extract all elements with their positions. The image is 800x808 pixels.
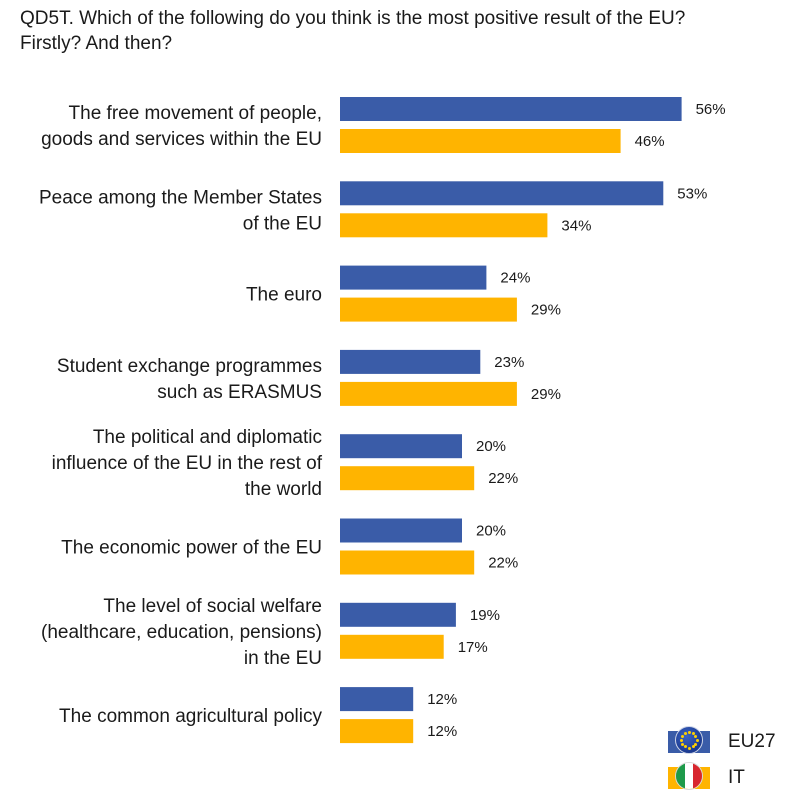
value-label-it: 46%	[635, 133, 665, 150]
eu-flag-icon	[668, 726, 710, 754]
category-label: The euro	[246, 285, 322, 306]
bar-it	[340, 297, 517, 322]
category-group: Student exchange programmes such as ERASM…	[57, 349, 561, 406]
category-label-line: such as ERASMUS	[157, 382, 322, 403]
category-label-line: The political and diplomatic	[93, 427, 322, 448]
category-group: Peace among the Member States of the EU 53…	[39, 181, 707, 238]
category-label-line: Student exchange programmes	[57, 356, 322, 377]
bar-eu27	[340, 687, 414, 712]
value-label-eu27: 20%	[476, 523, 506, 540]
italy-flag-icon	[668, 762, 710, 790]
category-label-line: (healthcare, education, pensions)	[41, 622, 322, 643]
bar-it	[340, 719, 414, 744]
legend-item-eu27: EU27	[668, 724, 776, 760]
star-icon	[683, 731, 687, 735]
category-label: The level of social welfare (healthcare, …	[41, 596, 322, 669]
star-icon	[679, 738, 683, 742]
star-icon	[683, 745, 687, 749]
chart-legend: EU27 IT	[668, 724, 776, 796]
category-label-line: in the EU	[244, 648, 322, 669]
category-group: The level of social welfare (healthcare, …	[41, 596, 500, 669]
value-label-eu27: 19%	[470, 607, 500, 624]
category-label: Peace among the Member States of the EU	[39, 187, 322, 234]
bar-it	[340, 466, 475, 491]
category-label: The common agricultural policy	[59, 706, 322, 727]
category-group: The free movement of people, goods and se…	[41, 97, 726, 153]
star-icon	[687, 730, 691, 734]
category-label-line: influence of the EU in the rest of	[52, 453, 323, 474]
bar-eu27	[340, 181, 664, 206]
category-label: The economic power of the EU	[61, 538, 322, 559]
value-label-eu27: 56%	[696, 101, 726, 118]
value-label-it: 22%	[488, 470, 518, 487]
star-icon	[687, 746, 691, 750]
bar-it	[340, 381, 517, 406]
category-label-line: the world	[245, 479, 322, 500]
value-label-eu27: 23%	[494, 354, 524, 371]
category-group: The political and diplomatic influence of…	[52, 427, 519, 500]
category-group: The common agricultural policy 12% 12%	[59, 687, 457, 744]
category-group: The economic power of the EU 20% 22%	[61, 518, 518, 575]
bar-eu27	[340, 434, 462, 459]
bar-eu27	[340, 602, 456, 627]
value-label-eu27: 20%	[476, 438, 506, 455]
category-group: The euro 24%29%	[246, 265, 561, 322]
bar-eu27	[340, 349, 481, 374]
chart-title-line-1: QD5T. Which of the following do you thin…	[20, 8, 686, 29]
value-label-it: 12%	[427, 723, 457, 740]
category-label-line: The free movement of people,	[69, 103, 322, 124]
bar-eu27	[340, 518, 462, 543]
category-label: Student exchange programmes such as ERASM…	[57, 356, 322, 403]
category-label-line: Peace among the Member States	[39, 187, 322, 208]
legend-item-it: IT	[668, 760, 776, 796]
star-icon	[680, 742, 684, 746]
star-icon	[691, 745, 695, 749]
category-label-line: goods and services within the EU	[41, 129, 322, 150]
legend-label-eu27: EU27	[728, 731, 776, 752]
value-label-eu27: 53%	[677, 185, 707, 202]
bar-it	[340, 213, 548, 238]
category-label-line: The euro	[246, 285, 322, 306]
bar-it	[340, 129, 621, 153]
chart-title: QD5T. Which of the following do you thin…	[20, 6, 780, 56]
star-icon	[695, 738, 699, 742]
star-icon	[680, 734, 684, 738]
category-label-line: The economic power of the EU	[61, 538, 322, 559]
category-label: The political and diplomatic influence of…	[52, 427, 323, 500]
category-label-line: The level of social welfare	[103, 596, 322, 617]
value-label-it: 29%	[531, 302, 561, 319]
value-label-it: 34%	[561, 217, 591, 234]
bar-it	[340, 634, 444, 659]
value-label-eu27: 24%	[500, 270, 530, 287]
value-label-it: 17%	[458, 639, 488, 656]
category-label-line: The common agricultural policy	[59, 706, 322, 727]
star-icon	[694, 734, 698, 738]
bar-eu27	[340, 97, 682, 121]
category-label: The free movement of people, goods and se…	[41, 103, 322, 150]
value-label-it: 29%	[531, 386, 561, 403]
legend-label-it: IT	[728, 767, 745, 788]
bar-it	[340, 550, 475, 575]
bar-eu27	[340, 265, 487, 290]
chart-title-line-2: Firstly? And then?	[20, 33, 173, 54]
value-label-eu27: 12%	[427, 691, 457, 708]
category-label-line: of the EU	[243, 213, 322, 234]
value-label-it: 22%	[488, 555, 518, 572]
star-icon	[694, 742, 698, 746]
star-icon	[691, 731, 695, 735]
